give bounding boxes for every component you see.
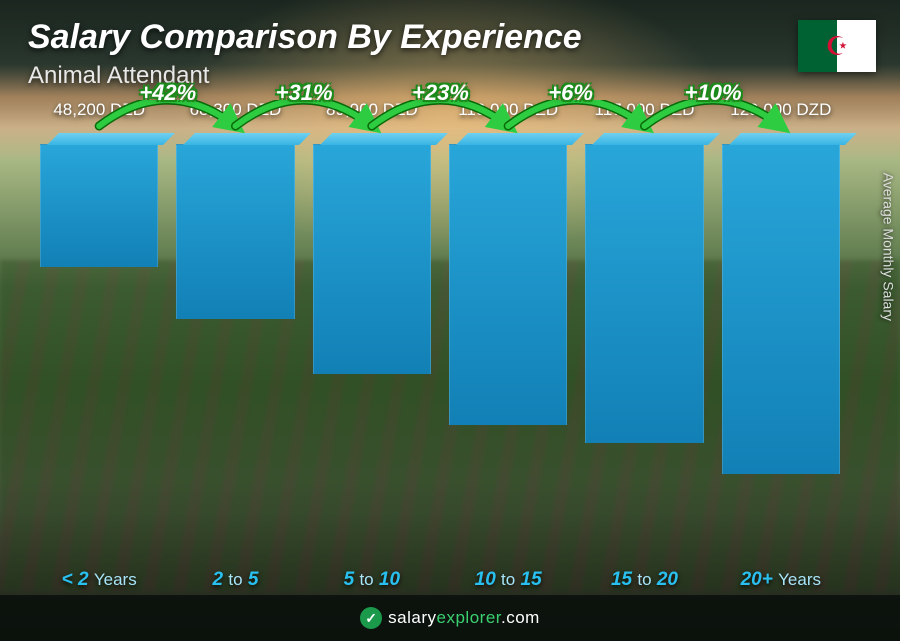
increase-arc [40,100,840,551]
x-axis-label: < 2 Years [62,569,137,591]
increase-arc [40,100,840,551]
x-axis-label: 15 to 20 [611,569,678,591]
bar-value-label: 89,900 DZD [326,100,418,120]
bar-value-label: 129,000 DZD [730,100,831,120]
x-axis-label: 2 to 5 [213,569,259,591]
bar-value-label: 68,300 DZD [190,100,282,120]
x-axis-label: 10 to 15 [475,569,542,591]
flag-emblem-icon: ☪ [825,33,848,59]
bar [40,144,158,267]
bar-value-label: 110,000 DZD [458,100,558,120]
bar-value-label: 117,000 DZD [595,100,695,120]
bar [313,144,431,374]
increase-pct-label: +23% [412,80,469,106]
bar-column: 110,000 DZD10 to 15 [449,100,567,551]
bar [449,144,567,425]
footer: salaryexplorer.com [0,595,900,641]
bar [176,144,294,319]
increase-arc [40,100,840,551]
bar-column: 48,200 DZD< 2 Years [40,100,158,551]
bar-column: 117,000 DZD15 to 20 [585,100,703,551]
bar-column: 129,000 DZD20+ Years [722,100,840,551]
increase-pct-label: +6% [548,80,593,106]
bar-value-label: 48,200 DZD [53,100,145,120]
country-flag-algeria: ☪ [798,20,876,72]
y-axis-label: Average Monthly Salary [880,172,896,320]
increase-pct-label: +31% [276,80,333,106]
bar [722,144,840,474]
page-title: Salary Comparison By Experience [28,18,582,57]
x-axis-label: 20+ Years [741,569,821,591]
bar [585,144,703,443]
bar-chart: 48,200 DZD< 2 Years68,300 DZD2 to 589,90… [40,100,840,551]
increase-pct-label: +10% [685,80,742,106]
footer-brand-text: salaryexplorer.com [388,608,540,628]
increase-pct-label: +42% [139,80,196,106]
bar-column: 68,300 DZD2 to 5 [176,100,294,551]
logo-check-icon [360,607,382,629]
footer-logo: salaryexplorer.com [360,607,540,629]
x-axis-label: 5 to 10 [344,569,400,591]
increase-arc [40,100,840,551]
bar-column: 89,900 DZD5 to 10 [313,100,431,551]
increase-arc [40,100,840,551]
